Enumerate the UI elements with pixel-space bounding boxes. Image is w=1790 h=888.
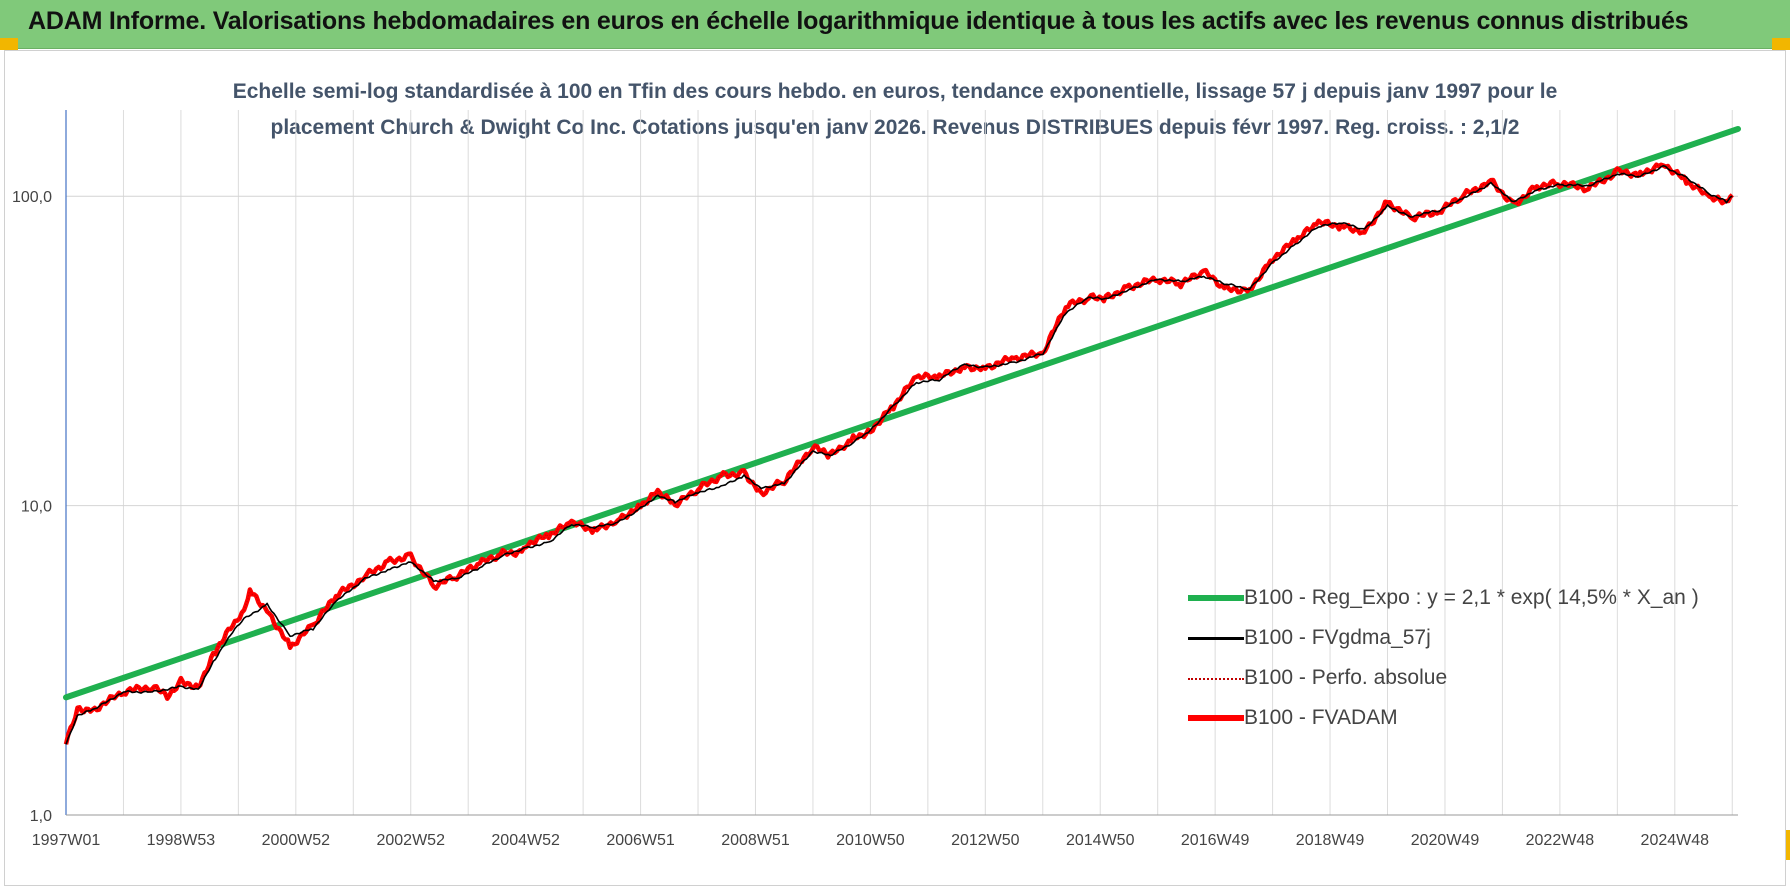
series-line-perfo	[65, 164, 1733, 745]
corner-marker-left	[0, 38, 18, 50]
report-title: ADAM Informe. Valorisations hebdomadaire…	[28, 7, 1689, 35]
x-tick-label: 2000W52	[262, 832, 331, 849]
x-tick-label: 2020W49	[1411, 832, 1480, 849]
y-tick-label: 10,0	[21, 499, 52, 516]
x-tick-label: 1997W01	[32, 832, 101, 849]
legend-label-fvgdma: B100 - FVgdma_57j	[1244, 626, 1431, 649]
x-tick-label: 2010W50	[836, 832, 905, 849]
series-line-regression	[63, 125, 1741, 701]
grid-lines	[65, 110, 1738, 816]
legend-swatch-regression	[1188, 595, 1244, 601]
series-line-fvgdma	[65, 165, 1733, 745]
legend-swatch-perfo	[1188, 678, 1244, 680]
x-tick-label: 2002W52	[376, 832, 445, 849]
y-tick-label: 100,0	[12, 189, 52, 206]
x-tick-label: 2004W52	[491, 832, 560, 849]
legend-label-fvadam: B100 - FVADAM	[1244, 706, 1398, 729]
legend-label-perfo: B100 - Perfo. absolue	[1244, 666, 1448, 689]
series-line-fvadam	[63, 162, 1734, 745]
x-tick-label: 2024W48	[1641, 832, 1710, 849]
report-header-bar: ADAM Informe. Valorisations hebdomadaire…	[0, 0, 1790, 49]
chart-frame	[4, 50, 1786, 886]
x-tick-label: 1998W53	[147, 832, 216, 849]
x-tick-label: 2018W49	[1296, 832, 1365, 849]
corner-marker-bottom-right	[1782, 830, 1790, 860]
x-tick-label: 2008W51	[721, 832, 790, 849]
x-tick-label: 2016W49	[1181, 832, 1250, 849]
x-tick-label: 2014W50	[1066, 832, 1135, 849]
legend-swatch-fvadam	[1188, 715, 1244, 721]
tick-labels: 1,0 10,0 100,0 1997W01 1998W53 2000W52 2002W52…	[12, 189, 1709, 849]
series-lines	[63, 125, 1741, 745]
x-tick-label: 2006W51	[606, 832, 675, 849]
legend-swatch-fvgdma	[1188, 637, 1244, 640]
corner-marker-right	[1772, 38, 1790, 50]
legend-label-regression: B100 - Reg_Expo : y = 2,1 * exp( 14,5% *…	[1244, 586, 1699, 609]
chart-title-line-1: Echelle semi-log standardisée à 100 en T…	[232, 80, 1558, 103]
y-tick-label: 1,0	[30, 808, 52, 825]
x-tick-label: 2022W48	[1526, 832, 1595, 849]
x-tick-label: 2012W50	[951, 832, 1020, 849]
